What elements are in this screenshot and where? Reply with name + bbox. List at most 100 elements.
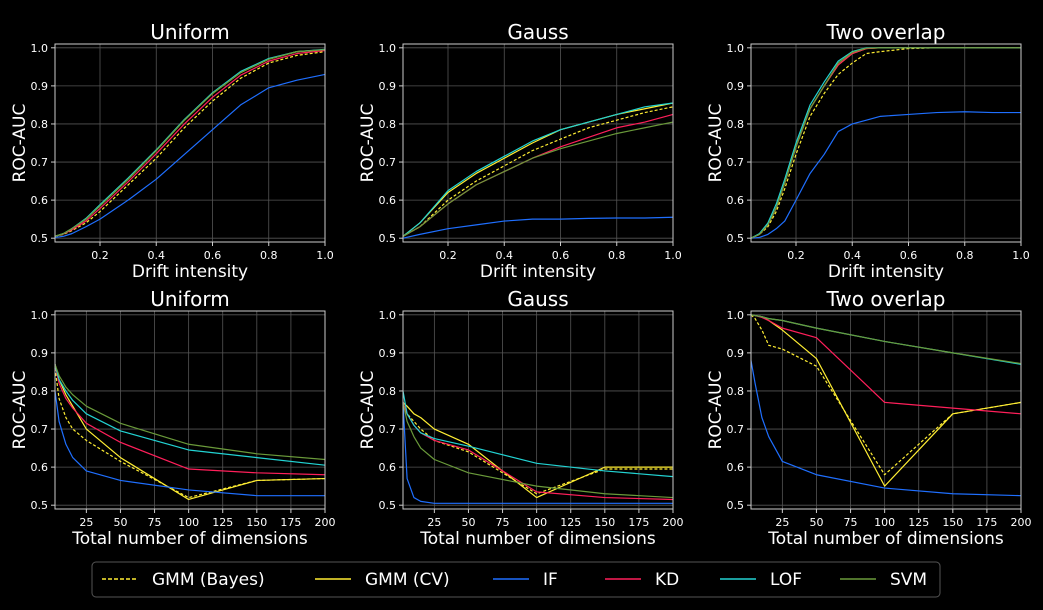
series-line-if — [750, 360, 1022, 497]
x-axis-label: Total number of dimensions — [767, 529, 1004, 549]
legend-entry: IF — [493, 570, 558, 590]
series-line-svm — [750, 47, 1021, 239]
subplot-title: Gauss — [507, 20, 568, 44]
x-tick-label: 0.2 — [439, 249, 457, 262]
subplot-4: 25 50 75 100 125 150 175 200 0.5 0.6 0.7 0.8 0.9 1.0 U… — [10, 287, 336, 549]
series-line-svm — [402, 121, 674, 237]
x-tick-label: 0.8 — [956, 249, 974, 262]
y-tick-label: 0.9 — [379, 347, 397, 360]
x-tick-label: 150 — [942, 516, 963, 529]
y-tick-label: 0.8 — [379, 118, 397, 131]
y-tick-label: 0.7 — [379, 423, 397, 436]
y-tick-label: 0.6 — [379, 194, 397, 207]
series-line-if — [402, 216, 674, 239]
subplot-title: Two overlap — [826, 20, 946, 44]
series-line-kd — [54, 364, 326, 476]
series-line-if — [54, 390, 325, 497]
y-axis-label: ROC-AUC — [10, 104, 30, 183]
subplot-title: Uniform — [150, 287, 230, 311]
x-tick-label: 200 — [663, 516, 684, 529]
legend-entry: GMM (Bayes) — [102, 570, 265, 590]
x-tick-label: 1.0 — [1012, 249, 1030, 262]
y-tick-label: 0.5 — [379, 232, 397, 245]
x-tick-label: 50 — [461, 516, 475, 529]
series-line-gmm-bayes — [750, 314, 1022, 476]
legend-label: KD — [655, 570, 679, 590]
legend-label: GMM (CV) — [365, 570, 450, 590]
axes-frame — [402, 310, 674, 510]
y-tick-label: 0.6 — [31, 461, 49, 474]
series-line-kd — [54, 49, 326, 237]
series-line-gmm-cv — [402, 401, 673, 499]
series-line-svm — [402, 402, 674, 499]
series-line-lof — [54, 364, 326, 466]
x-tick-label: 175 — [976, 516, 997, 529]
y-tick-label: 0.5 — [31, 232, 49, 245]
y-axis-label: ROC-AUC — [706, 104, 726, 183]
series-line-svm — [54, 364, 326, 461]
x-tick-label: 125 — [908, 516, 929, 529]
y-tick-label: 0.6 — [31, 194, 49, 207]
x-tick-label: 100 — [874, 516, 895, 529]
x-tick-label: 25 — [427, 516, 441, 529]
x-tick-label: 75 — [496, 516, 510, 529]
y-tick-label: 0.6 — [727, 194, 745, 207]
x-axis-label: Drift intensity — [132, 262, 248, 282]
series-line-if — [402, 402, 673, 504]
x-tick-label: 0.4 — [148, 249, 166, 262]
x-tick-label: 0.6 — [552, 249, 570, 262]
x-tick-label: 0.4 — [844, 249, 862, 262]
x-tick-label: 0.6 — [900, 249, 918, 262]
series-line-if — [750, 111, 1021, 239]
axes-frame — [54, 310, 326, 510]
x-tick-label: 0.4 — [496, 249, 514, 262]
x-tick-label: 75 — [844, 516, 858, 529]
y-tick-label: 0.7 — [379, 156, 397, 169]
y-tick-label: 1.0 — [31, 42, 49, 55]
x-axis-label: Drift intensity — [828, 262, 944, 282]
x-tick-label: 50 — [809, 516, 823, 529]
y-tick-label: 0.7 — [31, 423, 49, 436]
x-tick-label: 125 — [560, 516, 581, 529]
series-line-svm — [54, 49, 326, 237]
series-line-gmm-bayes — [54, 368, 326, 499]
x-tick-label: 0.2 — [787, 249, 805, 262]
x-axis-label: Total number of dimensions — [419, 529, 656, 549]
y-axis-label: ROC-AUC — [706, 371, 726, 450]
y-tick-label: 0.9 — [727, 347, 745, 360]
y-tick-label: 1.0 — [31, 309, 49, 322]
series-line-gmm-bayes — [54, 51, 326, 237]
legend-label: LOF — [770, 570, 802, 590]
x-tick-label: 150 — [246, 516, 267, 529]
y-tick-label: 0.7 — [31, 156, 49, 169]
y-tick-label: 0.9 — [379, 80, 397, 93]
y-tick-label: 1.0 — [379, 309, 397, 322]
y-tick-label: 0.5 — [379, 499, 397, 512]
axes-frame — [54, 43, 326, 243]
series-line-svm — [750, 314, 1022, 365]
y-tick-label: 0.8 — [727, 118, 745, 131]
x-tick-label: 0.6 — [204, 249, 222, 262]
x-tick-label: 75 — [148, 516, 162, 529]
series-line-gmm-cv — [54, 364, 326, 501]
x-tick-label: 200 — [1011, 516, 1032, 529]
y-tick-label: 1.0 — [379, 42, 397, 55]
y-tick-label: 0.8 — [31, 385, 49, 398]
y-tick-label: 0.6 — [727, 461, 745, 474]
y-axis-label: ROC-AUC — [10, 371, 30, 450]
y-tick-label: 1.0 — [727, 42, 745, 55]
x-tick-label: 1.0 — [664, 249, 682, 262]
y-tick-label: 0.9 — [31, 347, 49, 360]
legend-entry: SVM — [840, 570, 927, 590]
x-tick-label: 150 — [594, 516, 615, 529]
x-tick-label: 125 — [212, 516, 233, 529]
y-tick-label: 0.8 — [31, 118, 49, 131]
subplot-1: 0.2 0.4 0.6 0.8 1.0 0.5 0.6 0.7 0.8 0.9 1.0 Uniform… — [10, 20, 334, 282]
y-tick-label: 0.7 — [727, 423, 745, 436]
y-tick-label: 0.9 — [31, 80, 49, 93]
legend-entry: GMM (CV) — [315, 570, 450, 590]
y-tick-label: 1.0 — [727, 309, 745, 322]
axes-frame — [750, 43, 1022, 243]
series-line-if — [54, 73, 326, 239]
